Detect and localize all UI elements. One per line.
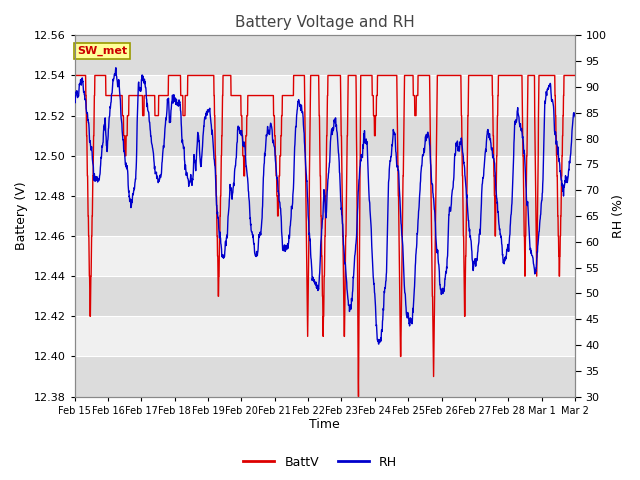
Bar [75, 196, 575, 236]
Bar [75, 316, 575, 357]
Bar [75, 357, 575, 396]
Bar [75, 36, 575, 75]
Bar [75, 236, 575, 276]
Bar [75, 276, 575, 316]
Text: SW_met: SW_met [77, 46, 127, 57]
Bar [75, 75, 575, 116]
X-axis label: Time: Time [309, 419, 340, 432]
Bar [75, 116, 575, 156]
Legend: BattV, RH: BattV, RH [238, 451, 402, 474]
Y-axis label: Battery (V): Battery (V) [15, 181, 28, 250]
Y-axis label: RH (%): RH (%) [612, 194, 625, 238]
Title: Battery Voltage and RH: Battery Voltage and RH [235, 15, 415, 30]
Bar [75, 156, 575, 196]
